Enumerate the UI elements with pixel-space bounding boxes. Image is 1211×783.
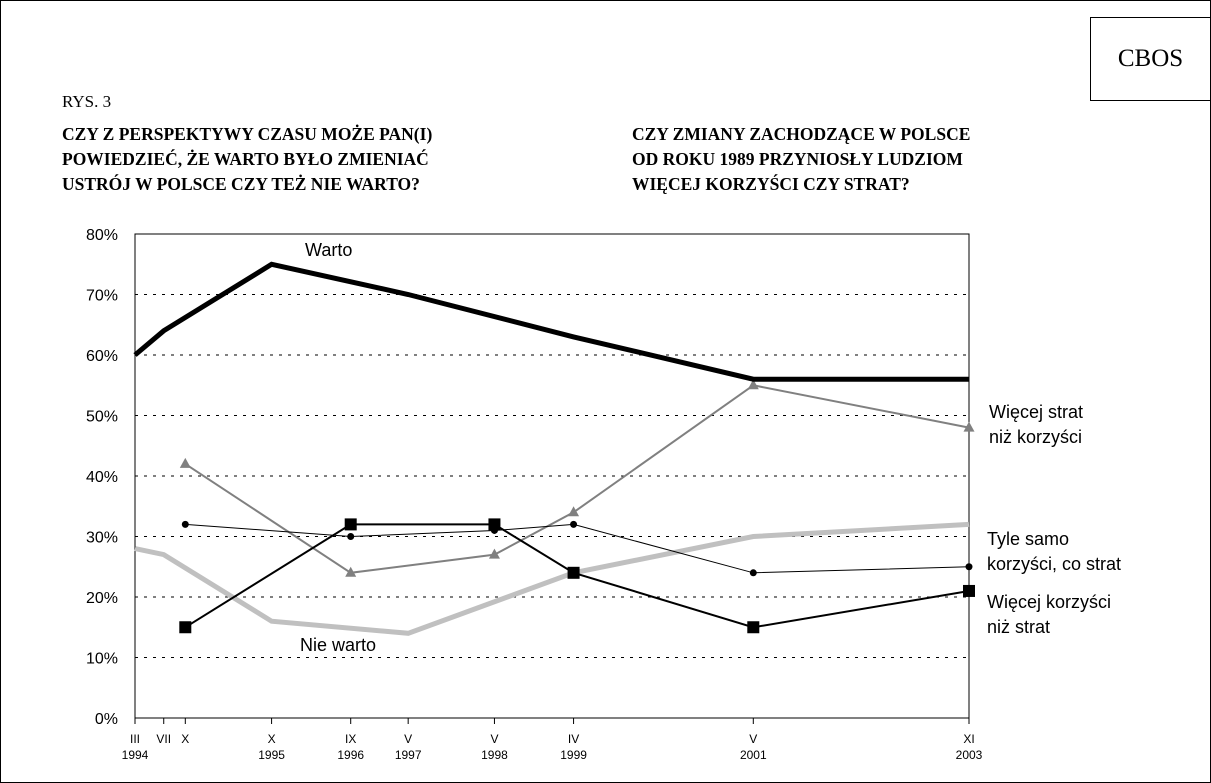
series-line-wiecej-korzysci <box>184 523 970 629</box>
x-tick-month: VII <box>156 732 171 746</box>
series-label-wiecej-strat: niż korzyści <box>989 427 1082 447</box>
data-point-tyle-samo <box>570 520 578 528</box>
data-point-wiecej-korzysci <box>179 621 192 634</box>
y-tick-label: 10% <box>86 651 118 668</box>
y-tick-label: 80% <box>86 227 118 244</box>
x-tick-month: V <box>404 732 412 746</box>
x-tick-year: 1994 <box>122 748 149 762</box>
data-point-wiecej-korzysci <box>747 621 760 634</box>
series-label-warto: Warto <box>305 240 352 260</box>
x-tick-year: 2001 <box>740 748 767 762</box>
y-tick-label: 20% <box>86 590 118 607</box>
question-left: CZY Z PERSPEKTYWY CZASU MOŻE PAN(I) POWI… <box>62 124 433 194</box>
x-tick-month: III <box>130 732 140 746</box>
data-point-wiecej-strat <box>488 548 500 559</box>
series-line-wiecej-strat <box>184 384 970 574</box>
plot-area <box>134 233 970 719</box>
data-point-wiecej-korzysci <box>963 584 975 597</box>
data-point-wiecej-korzysci <box>344 518 357 531</box>
x-tick-month: X <box>181 732 189 746</box>
y-tick-label: 30% <box>86 530 118 547</box>
x-tick-month: V <box>490 732 498 746</box>
x-tick-year: 1995 <box>258 748 285 762</box>
x-tick-year: 1999 <box>560 748 587 762</box>
y-tick-label: 0% <box>95 711 118 728</box>
data-point-tyle-samo <box>347 533 355 540</box>
data-point-wiecej-strat <box>747 379 759 390</box>
y-tick-label: 70% <box>86 288 118 305</box>
x-tick-month: X <box>268 732 276 746</box>
data-point-tyle-samo <box>749 569 757 577</box>
x-tick-month: V <box>749 732 757 746</box>
figure-number: RYS. 3 <box>62 92 112 111</box>
x-tick-year: 1998 <box>481 748 508 762</box>
series-label-tyle-samo: korzyści, co strat <box>987 554 1121 574</box>
series-line-warto <box>133 261 969 382</box>
data-point-wiecej-strat <box>568 506 580 517</box>
series-label-wiecej-korzysci: Więcej korzyści <box>987 592 1111 612</box>
data-point-wiecej-strat <box>179 457 191 468</box>
x-tick-year: 1996 <box>337 748 364 762</box>
data-point-tyle-samo <box>965 563 973 571</box>
series-label-wiecej-korzysci: niż strat <box>987 617 1050 637</box>
y-tick-label: 40% <box>86 469 118 486</box>
series-label-tyle-samo: Tyle samo <box>987 529 1069 549</box>
series-label-wiecej-strat: Więcej strat <box>989 402 1083 422</box>
x-tick-month: IX <box>345 732 356 746</box>
x-tick-year: 2003 <box>956 748 983 762</box>
data-point-wiecej-strat <box>963 421 975 432</box>
data-point-wiecej-strat <box>345 566 357 577</box>
x-tick-month: IV <box>568 732 579 746</box>
y-tick-label: 50% <box>86 409 118 426</box>
question-right: CZY ZMIANY ZACHODZĄCE W POLSCE OD ROKU 1… <box>632 124 971 194</box>
data-point-wiecej-korzysci <box>567 566 580 579</box>
x-tick-month: XI <box>963 732 974 746</box>
data-point-tyle-samo <box>181 520 189 528</box>
data-point-wiecej-korzysci <box>488 518 501 531</box>
source-label: CBOS <box>1090 17 1210 101</box>
series-line-nie-warto <box>134 521 970 636</box>
y-tick-label: 60% <box>86 348 118 365</box>
series-line-tyle-samo <box>185 523 970 574</box>
series-label-nie-warto: Nie warto <box>300 635 376 655</box>
x-tick-year: 1997 <box>395 748 422 762</box>
